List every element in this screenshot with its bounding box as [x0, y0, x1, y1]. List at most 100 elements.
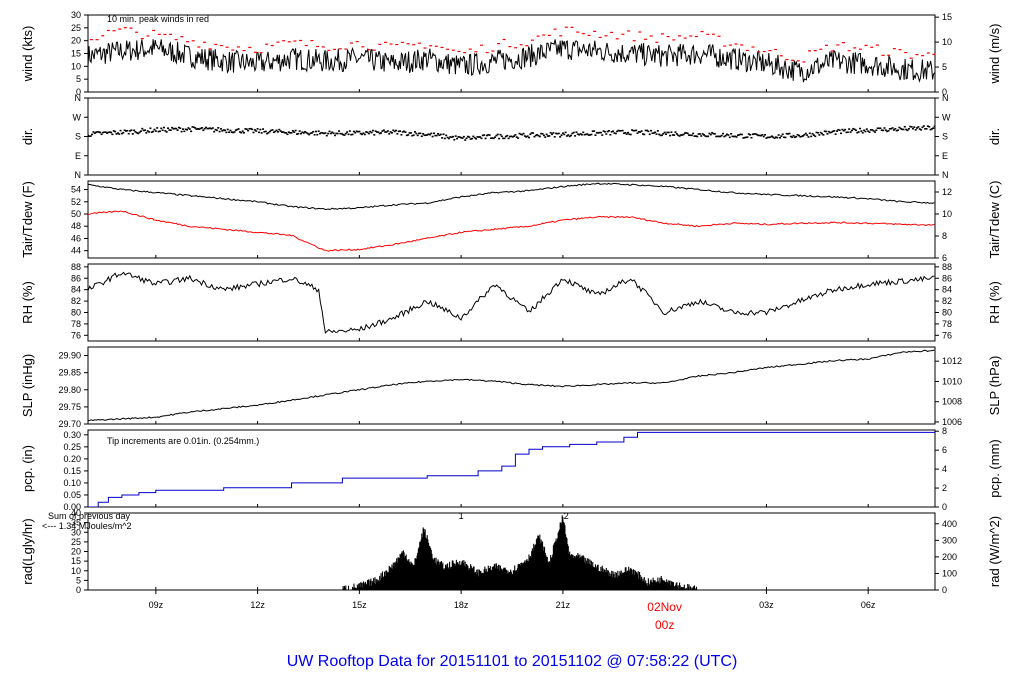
- direction-point: [283, 131, 286, 134]
- direction-point: [864, 130, 867, 133]
- direction-point: [844, 128, 847, 131]
- direction-point: [328, 130, 331, 133]
- direction-point: [878, 127, 881, 130]
- direction-point: [186, 128, 189, 131]
- direction-point: [650, 129, 653, 132]
- direction-point: [776, 136, 779, 139]
- y-axis-label-right: pcp. (mm): [987, 439, 1002, 498]
- direction-point: [114, 130, 117, 133]
- direction-point: [519, 133, 522, 136]
- direction-point: [567, 134, 570, 136]
- y-tick-label: 84: [71, 285, 81, 295]
- direction-point: [594, 134, 597, 136]
- panel-pcp: 0.00 0.05 0.10 0.15 0.20 0.25 0.30 0 2 4 6 8 pcp. (i…: [20, 426, 1002, 512]
- direction-point: [343, 134, 346, 136]
- x-tick-label: 21z: [556, 600, 571, 610]
- direction-point: [325, 134, 328, 137]
- panel-frame: [87, 263, 936, 342]
- y-tick-label-right: S: [942, 132, 948, 142]
- y-tick-label: 0.10: [63, 478, 81, 488]
- direction-point: [217, 127, 220, 129]
- direction-point: [500, 135, 503, 138]
- direction-point: [177, 126, 180, 129]
- direction-point: [184, 128, 187, 131]
- direction-point: [917, 126, 920, 128]
- direction-point: [324, 132, 327, 134]
- direction-point: [327, 132, 330, 135]
- direction-point: [527, 136, 530, 139]
- direction-point: [614, 132, 617, 135]
- direction-point: [599, 131, 602, 134]
- direction-point: [203, 127, 206, 130]
- y-tick-label: 48: [71, 221, 81, 231]
- y-axis-label-left: wind (kts): [20, 26, 35, 83]
- direction-point: [576, 133, 579, 135]
- direction-point: [244, 128, 247, 130]
- direction-point: [511, 136, 514, 138]
- direction-point: [745, 136, 748, 139]
- direction-point: [533, 135, 536, 138]
- direction-point: [773, 137, 776, 140]
- direction-point: [677, 134, 680, 137]
- direction-point: [382, 129, 385, 132]
- direction-point: [727, 134, 730, 136]
- direction-point: [157, 130, 160, 133]
- direction-point: [774, 136, 777, 138]
- direction-point: [716, 135, 719, 138]
- direction-point: [909, 125, 912, 128]
- direction-point: [529, 133, 532, 136]
- y-axis-label-right: wind (m/s): [987, 24, 1002, 85]
- direction-point: [639, 131, 642, 133]
- direction-point: [434, 134, 437, 137]
- direction-point: [274, 130, 277, 133]
- direction-point: [719, 135, 722, 138]
- direction-point: [503, 137, 506, 140]
- direction-point: [319, 132, 322, 135]
- direction-point: [365, 131, 368, 133]
- direction-point: [107, 131, 110, 134]
- y-tick-label: E: [75, 151, 81, 161]
- direction-point: [777, 134, 780, 136]
- y-axis-label-right: rad (W/m^2): [987, 516, 1002, 587]
- direction-point: [462, 135, 465, 138]
- y-axis-label-left: pcp. (in): [20, 445, 35, 492]
- y-tick-label-right: 15: [942, 12, 952, 22]
- direction-point: [255, 130, 258, 132]
- direction-point: [791, 136, 794, 139]
- direction-point: [346, 131, 349, 133]
- direction-point: [793, 136, 796, 139]
- direction-point: [810, 135, 813, 138]
- direction-point: [494, 136, 497, 139]
- y-tick-label: 46: [71, 233, 81, 243]
- direction-point: [804, 132, 807, 135]
- direction-point: [386, 130, 389, 132]
- direction-point: [684, 132, 687, 134]
- direction-point: [901, 128, 904, 131]
- direction-point: [532, 132, 535, 134]
- direction-point: [571, 132, 574, 135]
- direction-point: [618, 130, 621, 132]
- direction-point: [899, 127, 902, 130]
- direction-point: [587, 134, 590, 136]
- direction-point: [438, 134, 441, 137]
- direction-point: [422, 133, 425, 135]
- direction-point: [210, 127, 213, 130]
- direction-point: [374, 130, 377, 132]
- direction-point: [110, 131, 113, 134]
- y-tick-label-right: 76: [942, 330, 952, 340]
- direction-point: [542, 134, 545, 137]
- direction-point: [263, 130, 266, 133]
- direction-point: [430, 132, 433, 135]
- y-tick-label: 0: [76, 585, 81, 595]
- direction-point: [403, 130, 406, 133]
- y-tick-label: 76: [71, 330, 81, 340]
- direction-point: [717, 135, 720, 138]
- direction-point: [215, 129, 218, 132]
- direction-point: [574, 135, 577, 137]
- direction-point: [557, 132, 560, 135]
- x-tick-label: 09z: [149, 600, 164, 610]
- direction-point: [468, 136, 471, 138]
- series-line-slp: [88, 349, 935, 422]
- direction-point: [393, 130, 396, 133]
